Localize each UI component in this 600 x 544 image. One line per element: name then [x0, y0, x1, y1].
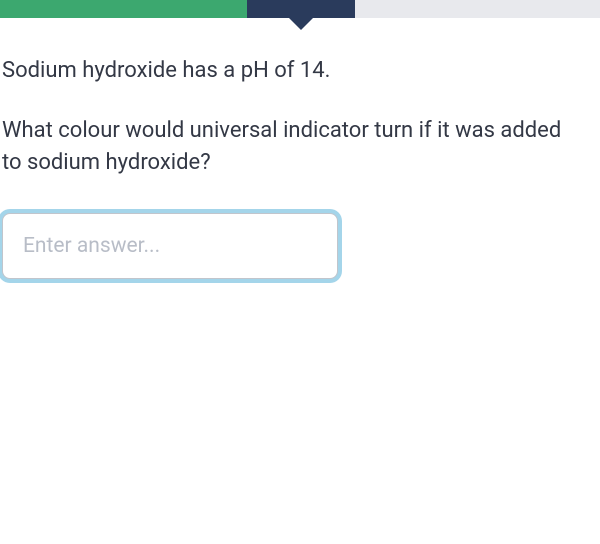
statement-text: Sodium hydroxide has a pH of 14. [2, 56, 600, 87]
progress-bar [0, 0, 600, 18]
question-text: What colour would universal indicator tu… [2, 115, 600, 179]
question-content: Sodium hydroxide has a pH of 14. What co… [0, 18, 600, 279]
answer-input[interactable] [2, 213, 338, 279]
progress-segment-current [247, 0, 355, 18]
progress-segment-remaining [355, 0, 600, 18]
progress-segment-done [0, 0, 247, 18]
answer-wrapper [2, 213, 600, 279]
